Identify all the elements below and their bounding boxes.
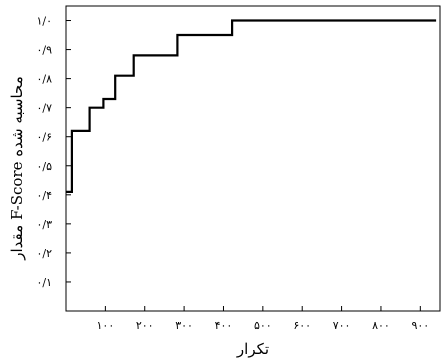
y-tick-label: ۰/۱ — [36, 276, 52, 289]
y-axis-title: مقدار F-Score محاسبه شده — [8, 76, 26, 261]
y-tick-label: ۱/۰ — [36, 15, 52, 28]
x-tick-label: ۳۰۰ — [175, 319, 193, 332]
y-tick-label: ۰/۷ — [36, 102, 52, 115]
x-axis-ticks: ۱۰۰ ۲۰۰ ۳۰۰ ۴۰۰ ۵۰۰ ۶۰۰ ۷۰۰ ۸۰۰ ۹۰۰ — [97, 306, 429, 332]
series-line — [66, 19, 437, 193]
y-tick-label: ۰/۸ — [36, 73, 52, 86]
x-tick-label: ۹۰۰ — [411, 319, 429, 332]
x-tick-label: ۲۰۰ — [136, 319, 154, 332]
x-axis-title: تکرار — [236, 340, 269, 358]
y-tick-label: ۰/۹ — [36, 44, 52, 57]
y-tick-label: ۰/۳ — [36, 218, 52, 231]
x-tick-label: ۱۰۰ — [97, 319, 115, 332]
y-tick-label: ۰/۲ — [36, 247, 52, 260]
y-tick-label: ۰/۴ — [36, 189, 52, 202]
x-tick-label: ۶۰۰ — [293, 319, 311, 332]
x-tick-label: ۴۰۰ — [215, 319, 233, 332]
x-tick-label: ۷۰۰ — [333, 319, 351, 332]
plot-frame — [65, 5, 441, 312]
x-tick-label: ۵۰۰ — [254, 319, 272, 332]
x-tick-label: ۸۰۰ — [372, 319, 390, 332]
y-tick-label: ۰/۵ — [36, 160, 52, 173]
y-axis-ticks: ۰/۱ ۰/۲ ۰/۳ ۰/۴ ۰/۵ ۰/۶ ۰/۷ ۰/۸ ۰/۹ ۱/۰ — [36, 15, 71, 289]
y-tick-label: ۰/۶ — [36, 131, 52, 144]
